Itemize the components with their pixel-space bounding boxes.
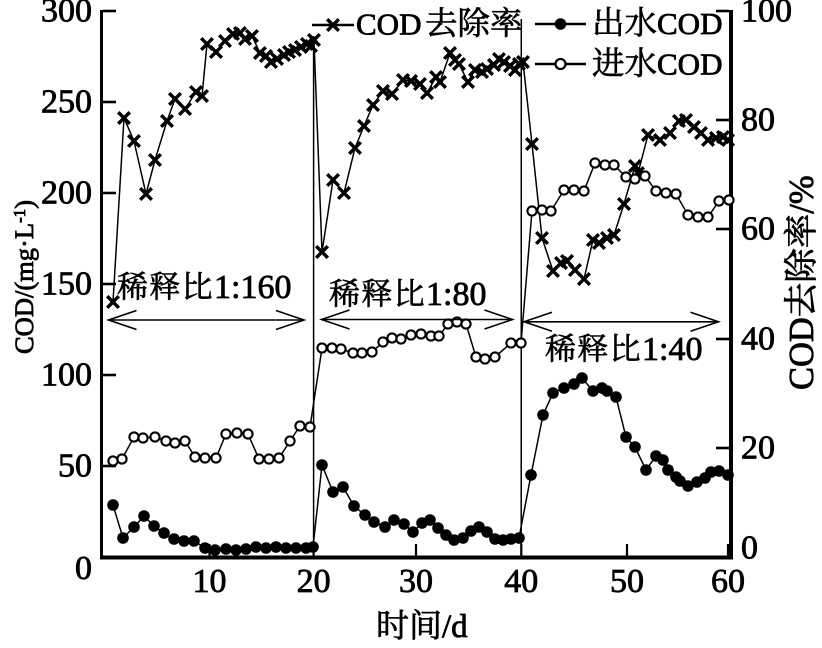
svg-text:60: 60 <box>711 563 745 600</box>
svg-text:10: 10 <box>193 563 227 600</box>
svg-text:1:40: 1:40 <box>642 331 702 368</box>
svg-text:COD: COD <box>657 47 722 82</box>
svg-text:80: 80 <box>741 102 775 139</box>
svg-text:COD: COD <box>783 317 821 390</box>
svg-text:0: 0 <box>75 550 92 587</box>
svg-text:40: 40 <box>504 563 538 600</box>
svg-text:20: 20 <box>297 563 331 600</box>
svg-text:100: 100 <box>41 357 92 394</box>
svg-text:/d: /d <box>442 609 468 643</box>
svg-text:0: 0 <box>741 530 758 567</box>
svg-text:40: 40 <box>741 321 775 358</box>
svg-text:COD/(mg·L-1): COD/(mg·L-1) <box>9 200 39 354</box>
svg-text:60: 60 <box>741 211 775 248</box>
svg-text:COD: COD <box>356 7 421 42</box>
svg-text:1:80: 1:80 <box>426 276 486 313</box>
svg-text:50: 50 <box>58 448 92 485</box>
svg-text:/%: /% <box>783 175 821 213</box>
svg-text:150: 150 <box>41 266 92 303</box>
svg-text:COD: COD <box>657 6 722 41</box>
svg-text:50: 50 <box>610 563 644 600</box>
svg-text:30: 30 <box>399 563 433 600</box>
svg-text:100: 100 <box>741 0 792 30</box>
svg-text:1:160: 1:160 <box>214 269 291 306</box>
svg-text:250: 250 <box>41 84 92 121</box>
svg-text:300: 300 <box>41 0 92 30</box>
svg-text:20: 20 <box>741 430 775 467</box>
svg-text:200: 200 <box>41 175 92 212</box>
